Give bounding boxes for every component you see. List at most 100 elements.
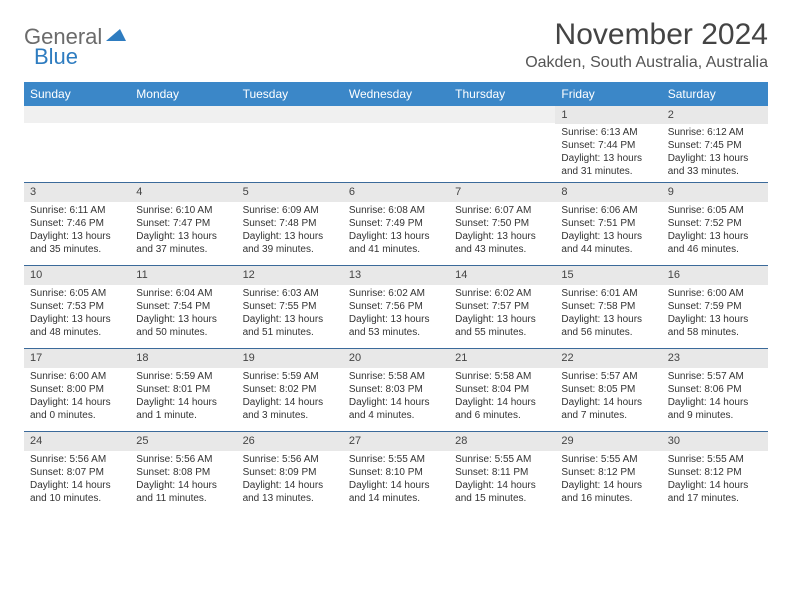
- sunset-line: Sunset: 8:00 PM: [30, 383, 124, 396]
- sunrise-line: Sunrise: 5:55 AM: [561, 453, 655, 466]
- day-number: 5: [237, 183, 343, 201]
- day-number: 14: [449, 266, 555, 284]
- day-info: Sunrise: 5:59 AMSunset: 8:02 PMDaylight:…: [237, 368, 343, 426]
- sunrise-line: Sunrise: 6:04 AM: [136, 287, 230, 300]
- daylight-line: Daylight: 14 hours and 1 minute.: [136, 396, 230, 422]
- day-number: 23: [662, 349, 768, 367]
- day-number: [343, 106, 449, 123]
- title-block: November 2024 Oakden, South Australia, A…: [525, 18, 768, 72]
- sunset-line: Sunset: 7:45 PM: [668, 139, 762, 152]
- daylight-line: Daylight: 14 hours and 15 minutes.: [455, 479, 549, 505]
- calendar-cell: 17Sunrise: 6:00 AMSunset: 8:00 PMDayligh…: [24, 349, 130, 431]
- sunrise-line: Sunrise: 5:59 AM: [243, 370, 337, 383]
- day-number: 27: [343, 432, 449, 450]
- day-info: Sunrise: 6:03 AMSunset: 7:55 PMDaylight:…: [237, 285, 343, 343]
- sunrise-line: Sunrise: 6:00 AM: [30, 370, 124, 383]
- day-header-cell: Sunday: [24, 82, 130, 106]
- daylight-line: Daylight: 14 hours and 13 minutes.: [243, 479, 337, 505]
- sunset-line: Sunset: 8:09 PM: [243, 466, 337, 479]
- daylight-line: Daylight: 13 hours and 31 minutes.: [561, 152, 655, 178]
- sunset-line: Sunset: 7:51 PM: [561, 217, 655, 230]
- day-info: Sunrise: 6:01 AMSunset: 7:58 PMDaylight:…: [555, 285, 661, 343]
- daylight-line: Daylight: 13 hours and 43 minutes.: [455, 230, 549, 256]
- sunrise-line: Sunrise: 6:05 AM: [30, 287, 124, 300]
- logo-triangle-icon: [106, 27, 126, 48]
- calendar-cell: 12Sunrise: 6:03 AMSunset: 7:55 PMDayligh…: [237, 266, 343, 348]
- daylight-line: Daylight: 13 hours and 58 minutes.: [668, 313, 762, 339]
- sunset-line: Sunset: 8:04 PM: [455, 383, 549, 396]
- sunrise-line: Sunrise: 6:11 AM: [30, 204, 124, 217]
- day-info: Sunrise: 5:59 AMSunset: 8:01 PMDaylight:…: [130, 368, 236, 426]
- day-header-cell: Friday: [555, 82, 661, 106]
- day-info: Sunrise: 5:55 AMSunset: 8:10 PMDaylight:…: [343, 451, 449, 509]
- day-number: 1: [555, 106, 661, 124]
- day-number: 4: [130, 183, 236, 201]
- day-header-cell: Monday: [130, 82, 236, 106]
- day-number: 12: [237, 266, 343, 284]
- day-info: Sunrise: 6:00 AMSunset: 7:59 PMDaylight:…: [662, 285, 768, 343]
- daylight-line: Daylight: 14 hours and 7 minutes.: [561, 396, 655, 422]
- daylight-line: Daylight: 14 hours and 0 minutes.: [30, 396, 124, 422]
- logo-text-blue: Blue: [34, 44, 78, 70]
- day-info: Sunrise: 6:04 AMSunset: 7:54 PMDaylight:…: [130, 285, 236, 343]
- sunrise-line: Sunrise: 6:02 AM: [455, 287, 549, 300]
- sunset-line: Sunset: 7:50 PM: [455, 217, 549, 230]
- sunset-line: Sunset: 7:47 PM: [136, 217, 230, 230]
- calendar-cell: 1Sunrise: 6:13 AMSunset: 7:44 PMDaylight…: [555, 106, 661, 182]
- day-number: 2: [662, 106, 768, 124]
- sunset-line: Sunset: 8:08 PM: [136, 466, 230, 479]
- sunrise-line: Sunrise: 6:02 AM: [349, 287, 443, 300]
- calendar-cell: 14Sunrise: 6:02 AMSunset: 7:57 PMDayligh…: [449, 266, 555, 348]
- calendar-week: 24Sunrise: 5:56 AMSunset: 8:07 PMDayligh…: [24, 432, 768, 514]
- daylight-line: Daylight: 13 hours and 48 minutes.: [30, 313, 124, 339]
- day-info: Sunrise: 6:10 AMSunset: 7:47 PMDaylight:…: [130, 202, 236, 260]
- calendar-cell: 4Sunrise: 6:10 AMSunset: 7:47 PMDaylight…: [130, 183, 236, 265]
- day-number: 11: [130, 266, 236, 284]
- calendar: SundayMondayTuesdayWednesdayThursdayFrid…: [24, 82, 768, 514]
- calendar-cell: 13Sunrise: 6:02 AMSunset: 7:56 PMDayligh…: [343, 266, 449, 348]
- calendar-cell: 11Sunrise: 6:04 AMSunset: 7:54 PMDayligh…: [130, 266, 236, 348]
- daylight-line: Daylight: 13 hours and 56 minutes.: [561, 313, 655, 339]
- day-info: Sunrise: 6:11 AMSunset: 7:46 PMDaylight:…: [24, 202, 130, 260]
- calendar-cell: 26Sunrise: 5:56 AMSunset: 8:09 PMDayligh…: [237, 432, 343, 514]
- sunset-line: Sunset: 8:01 PM: [136, 383, 230, 396]
- day-info: Sunrise: 6:02 AMSunset: 7:56 PMDaylight:…: [343, 285, 449, 343]
- day-number: 3: [24, 183, 130, 201]
- sunset-line: Sunset: 8:02 PM: [243, 383, 337, 396]
- calendar-cell: 29Sunrise: 5:55 AMSunset: 8:12 PMDayligh…: [555, 432, 661, 514]
- calendar-cell: 7Sunrise: 6:07 AMSunset: 7:50 PMDaylight…: [449, 183, 555, 265]
- sunrise-line: Sunrise: 5:57 AM: [668, 370, 762, 383]
- sunrise-line: Sunrise: 6:13 AM: [561, 126, 655, 139]
- day-number: 28: [449, 432, 555, 450]
- sunset-line: Sunset: 7:58 PM: [561, 300, 655, 313]
- daylight-line: Daylight: 13 hours and 50 minutes.: [136, 313, 230, 339]
- sunrise-line: Sunrise: 5:58 AM: [349, 370, 443, 383]
- day-number: 19: [237, 349, 343, 367]
- sunrise-line: Sunrise: 6:00 AM: [668, 287, 762, 300]
- calendar-cell: 24Sunrise: 5:56 AMSunset: 8:07 PMDayligh…: [24, 432, 130, 514]
- day-number: 22: [555, 349, 661, 367]
- daylight-line: Daylight: 14 hours and 9 minutes.: [668, 396, 762, 422]
- day-info: Sunrise: 5:56 AMSunset: 8:08 PMDaylight:…: [130, 451, 236, 509]
- calendar-cell: 27Sunrise: 5:55 AMSunset: 8:10 PMDayligh…: [343, 432, 449, 514]
- daylight-line: Daylight: 13 hours and 55 minutes.: [455, 313, 549, 339]
- day-info: Sunrise: 5:58 AMSunset: 8:03 PMDaylight:…: [343, 368, 449, 426]
- sunrise-line: Sunrise: 6:05 AM: [668, 204, 762, 217]
- sunset-line: Sunset: 8:05 PM: [561, 383, 655, 396]
- calendar-cell: 6Sunrise: 6:08 AMSunset: 7:49 PMDaylight…: [343, 183, 449, 265]
- calendar-week: 1Sunrise: 6:13 AMSunset: 7:44 PMDaylight…: [24, 106, 768, 183]
- day-number: 29: [555, 432, 661, 450]
- sunset-line: Sunset: 8:12 PM: [561, 466, 655, 479]
- day-number: [449, 106, 555, 123]
- day-info: Sunrise: 5:55 AMSunset: 8:12 PMDaylight:…: [555, 451, 661, 509]
- day-number: 13: [343, 266, 449, 284]
- day-number: 15: [555, 266, 661, 284]
- sunset-line: Sunset: 7:56 PM: [349, 300, 443, 313]
- sunset-line: Sunset: 7:46 PM: [30, 217, 124, 230]
- sunset-line: Sunset: 7:55 PM: [243, 300, 337, 313]
- calendar-cell-empty: [237, 106, 343, 182]
- sunrise-line: Sunrise: 5:55 AM: [668, 453, 762, 466]
- sunset-line: Sunset: 7:52 PM: [668, 217, 762, 230]
- daylight-line: Daylight: 13 hours and 37 minutes.: [136, 230, 230, 256]
- sunrise-line: Sunrise: 5:58 AM: [455, 370, 549, 383]
